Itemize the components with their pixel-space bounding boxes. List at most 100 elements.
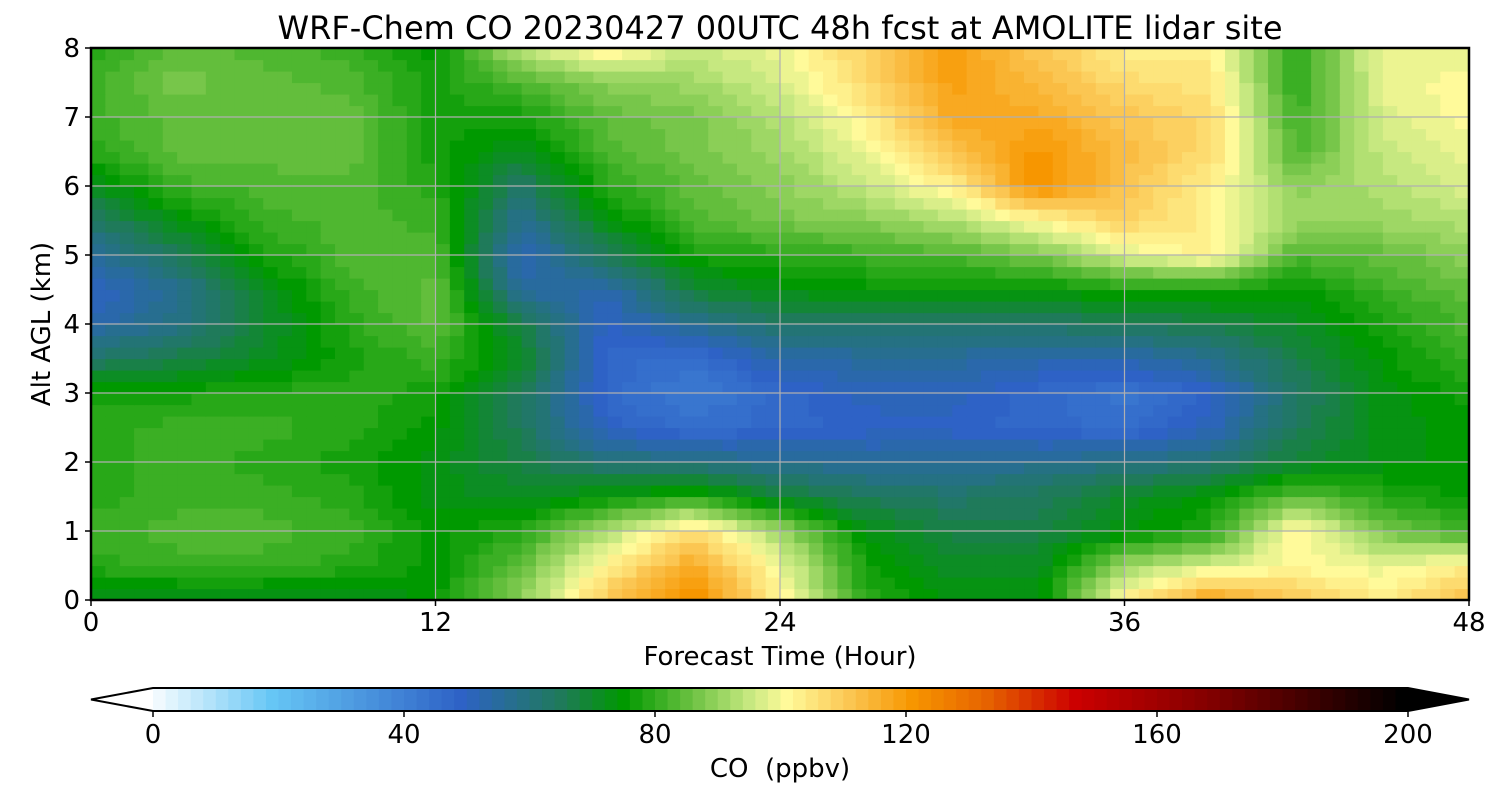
colorbar-band [705,688,719,711]
heat-cell [263,554,279,567]
heat-cell [1382,427,1398,440]
heat-cell [980,473,996,486]
heat-cell [1239,450,1255,463]
heat-cell [349,588,365,600]
heat-cell [1095,473,1111,486]
heat-cell [378,588,394,600]
heat-cell [306,542,322,555]
heat-cell [435,358,451,371]
heat-cell [464,289,480,302]
heat-cell [335,324,350,337]
heat-cell [966,485,982,498]
heat-cell [234,577,250,590]
heat-cell [1024,393,1039,406]
colorbar-band [1119,688,1133,711]
heat-cell [1354,393,1370,406]
heat-cell [1368,266,1384,279]
heat-cell [464,59,480,72]
heat-cell [708,370,724,383]
colorbar-band [240,688,254,711]
heat-cell [1153,370,1169,383]
heat-cell [435,301,451,314]
heat-cell [1296,370,1312,383]
heat-cell [1397,358,1413,371]
heat-cell [1196,105,1212,118]
heat-cell [1124,404,1140,417]
heat-cell [751,301,767,314]
colorbar-band [404,688,418,711]
heat-cell [1296,439,1312,452]
heat-cell [1181,427,1197,440]
heat-cell [1224,462,1240,475]
heat-cell [1038,266,1054,279]
heat-cell [923,588,939,600]
heat-cell [995,71,1011,84]
heat-cell [579,565,594,578]
heat-cell [320,278,336,291]
heat-cell [406,473,422,486]
heat-cell [622,565,638,578]
heat-cell [1440,128,1456,141]
heat-cell [1311,508,1327,521]
heat-cell [205,496,221,509]
heat-cell [1095,358,1111,371]
heat-cell [1196,140,1212,153]
heat-cell [435,416,451,429]
heat-cell [736,209,752,222]
heat-cell [679,427,695,440]
heat-cell [1196,450,1212,463]
heat-cell [952,335,968,348]
heat-cell [234,542,250,555]
heat-cell [1024,370,1039,383]
heat-cell [1124,94,1140,107]
heat-cell [1397,197,1413,210]
heat-cell [335,255,350,268]
heat-cell [105,450,121,463]
heat-cell [736,473,752,486]
heat-cell [693,128,709,141]
heat-cell [550,381,566,394]
heat-cell [650,220,666,233]
heat-cell [478,232,494,245]
heat-cell [162,312,178,325]
heat-cell [866,370,882,383]
heat-cell [1368,117,1384,130]
heat-cell [866,128,882,141]
heat-cell [1325,439,1341,452]
heat-cell [1196,71,1212,84]
heat-cell [277,220,293,233]
heat-cell [1239,151,1255,164]
heat-cell [492,243,508,256]
heat-cell [880,301,896,314]
heat-cell [1440,565,1456,578]
heat-cell [320,209,336,222]
heat-cell [794,370,810,383]
heat-cell [1138,117,1154,130]
heat-cell [1282,358,1298,371]
heat-cell [1268,462,1283,475]
heat-cell [1110,163,1126,176]
heat-cell [851,450,867,463]
heat-cell [1425,140,1441,153]
heat-cell [636,197,652,210]
heat-cell [894,508,910,521]
heat-cell [980,554,996,567]
heat-cell [1239,266,1255,279]
heat-cell [492,59,508,72]
heat-cell [564,519,580,532]
heat-cell [1138,71,1154,84]
heat-cell [1339,462,1355,475]
heat-cell [291,71,307,84]
heat-cell [880,59,896,72]
heat-cell [392,209,408,222]
heat-cell [521,577,537,590]
heat-cell [1282,381,1298,394]
heat-cell [1411,312,1427,325]
heat-cell [1325,381,1341,394]
heat-cell [693,163,709,176]
heat-cell [277,531,293,544]
heat-cell [1354,59,1370,72]
heat-cell [1210,416,1226,429]
heat-cell [736,347,752,360]
heat-cell [1038,140,1054,153]
